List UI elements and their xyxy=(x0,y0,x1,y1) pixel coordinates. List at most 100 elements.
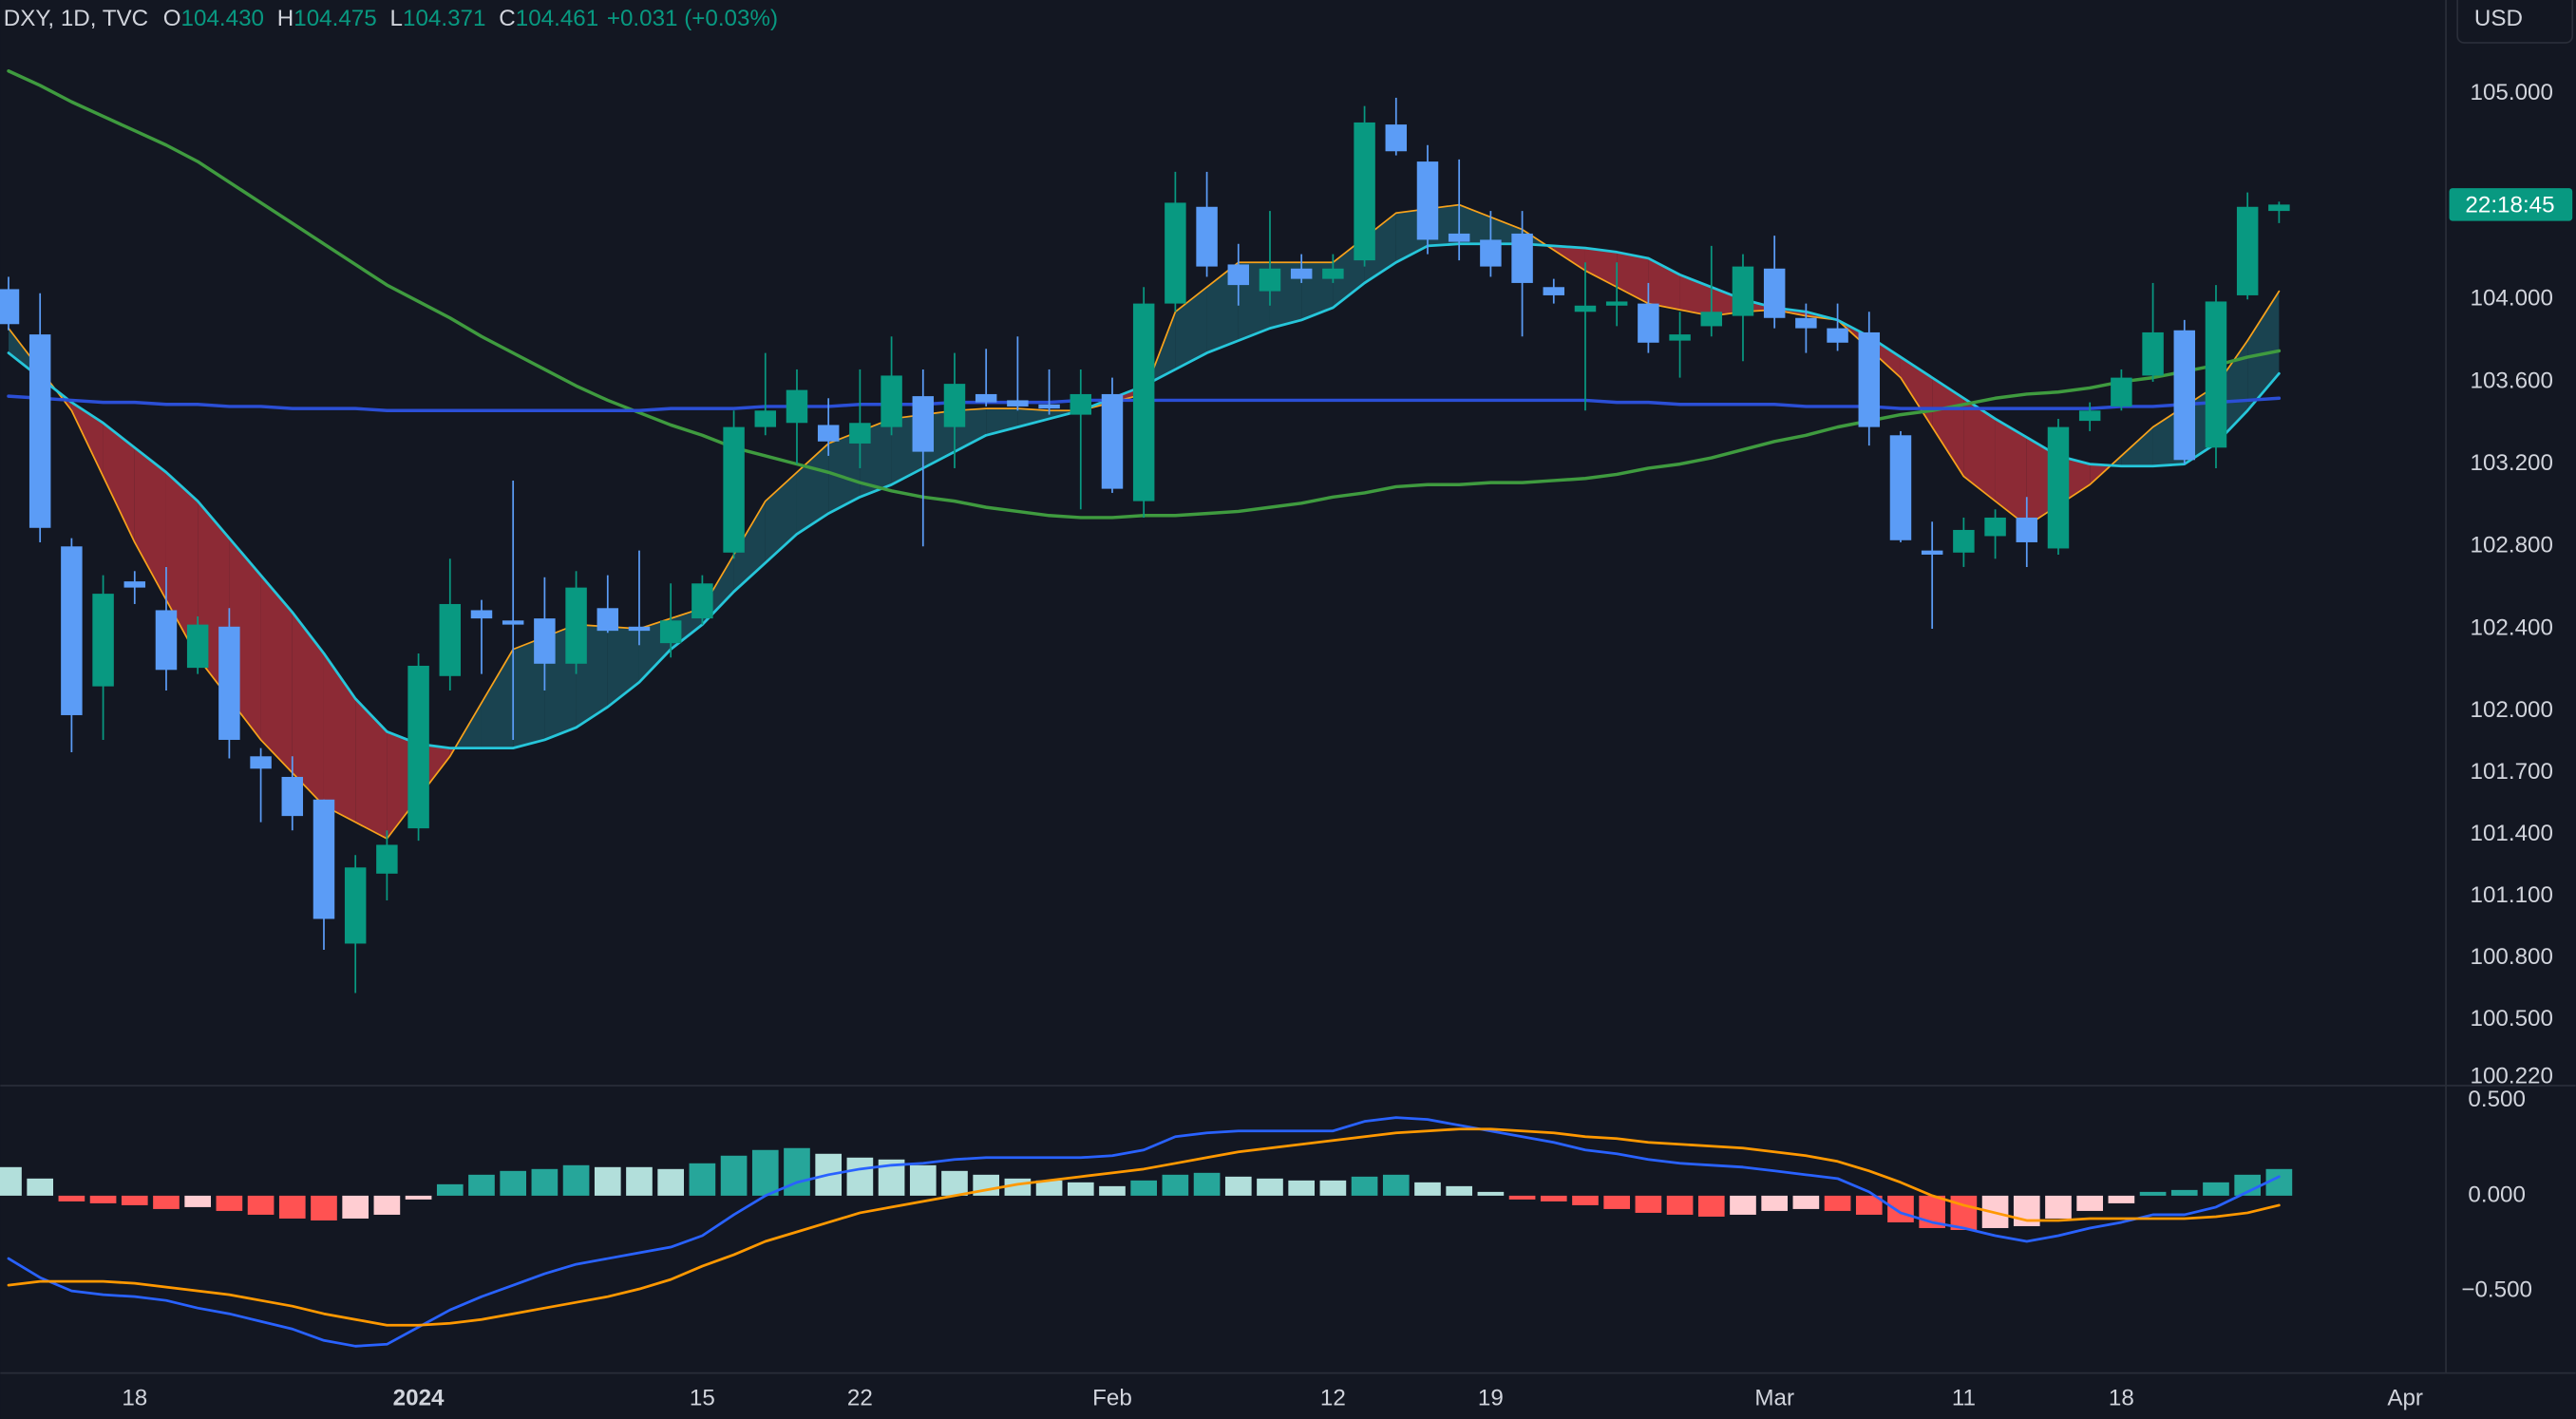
price-tick-label: 101.100 xyxy=(2471,882,2553,908)
ribbon-fill xyxy=(1175,287,1207,369)
histogram-bar xyxy=(27,1178,54,1196)
candle-body xyxy=(1007,400,1029,407)
price-change: +0.031 (+0.03%) xyxy=(607,6,778,31)
macd-layer xyxy=(0,1116,2293,1348)
histogram-bar xyxy=(2170,1189,2198,1196)
histogram-bar xyxy=(373,1195,401,1215)
ribbon-fill xyxy=(1932,377,1964,477)
ribbon-fill xyxy=(292,612,324,806)
histogram-bar xyxy=(1477,1191,1505,1196)
candles-layer xyxy=(0,97,2290,993)
ribbon-fill xyxy=(1584,248,1618,288)
currency-label[interactable]: USD xyxy=(2474,6,2523,31)
histogram-bar xyxy=(657,1168,685,1196)
candle-body xyxy=(1448,233,1470,242)
axes-layer: 105.000 104.000 103.600 103.200 102.800 102.4… xyxy=(122,80,2573,1411)
histogram-bar xyxy=(909,1164,937,1196)
candle-body xyxy=(1827,328,1848,343)
price-tick-label: 102.800 xyxy=(2471,533,2553,558)
candle-body xyxy=(1354,122,1375,261)
candle-body xyxy=(376,844,398,874)
candle-body xyxy=(849,423,871,444)
ribbon-fill xyxy=(1364,213,1396,283)
candle-body xyxy=(502,620,524,625)
candle-body xyxy=(1605,301,1628,306)
histogram-bar xyxy=(89,1195,117,1203)
ohlc-value: 104.430 xyxy=(181,6,264,31)
histogram-bar xyxy=(1540,1195,1567,1201)
histogram-bar xyxy=(531,1168,559,1196)
ribbon-fill xyxy=(1995,418,2027,526)
candle-body xyxy=(1795,317,1817,329)
legend-header: DXY, 1D, TVC O104.430 H104.475 L104.371 C104… xyxy=(4,6,778,31)
histogram-bar xyxy=(720,1155,748,1196)
histogram-bar xyxy=(1382,1174,1410,1196)
histogram-bar xyxy=(278,1195,306,1219)
ribbon-fill xyxy=(828,430,861,514)
ribbon-fill xyxy=(1963,398,1996,501)
histogram-bar xyxy=(0,1166,22,1196)
candle-body xyxy=(1290,268,1313,279)
histogram-bar xyxy=(1761,1195,1789,1211)
ribbon-fill xyxy=(103,423,135,542)
candle-body xyxy=(1921,550,1943,555)
histogram-bar xyxy=(1446,1185,1473,1196)
histogram-bar xyxy=(562,1164,590,1196)
currency-button[interactable]: USD xyxy=(2456,0,2574,44)
currency-button-frame[interactable] xyxy=(2456,0,2574,44)
candle-body xyxy=(912,396,935,452)
price-tick-label: 100.500 xyxy=(2471,1006,2553,1031)
histogram-bar xyxy=(1603,1195,1631,1209)
time-tick-label: 11 xyxy=(1952,1386,1976,1411)
time-tick-label: Apr xyxy=(2387,1386,2423,1411)
candle-body xyxy=(1669,334,1691,341)
candle-body xyxy=(1259,268,1281,292)
candle-body xyxy=(1574,305,1597,312)
histogram-bar xyxy=(58,1195,85,1201)
ohlc-label: L xyxy=(390,6,403,31)
histogram-bar xyxy=(1855,1195,1883,1215)
candle-body xyxy=(1763,268,1786,318)
candle-body xyxy=(1889,435,1912,540)
time-tick-label: Mar xyxy=(1754,1386,1794,1411)
histogram-bar xyxy=(1099,1185,1126,1196)
histogram-bar xyxy=(1193,1172,1221,1196)
price-tick-label: 104.000 xyxy=(2471,286,2553,312)
histogram-bar xyxy=(500,1170,527,1196)
time-tick-label: 22 xyxy=(847,1386,873,1411)
candle-body xyxy=(2016,517,2038,542)
ribbon-fill xyxy=(260,575,293,773)
ohlc-value: 104.461 xyxy=(516,6,598,31)
candle-body xyxy=(61,546,83,715)
histogram-bar xyxy=(1224,1176,1252,1196)
candle-body xyxy=(1543,287,1565,295)
time-tick-label: Feb xyxy=(1092,1386,1132,1411)
ohlc-label: O xyxy=(163,6,181,31)
macd-tick-label: −0.500 xyxy=(2461,1277,2532,1303)
candle-body xyxy=(975,393,997,403)
histogram-bar xyxy=(784,1147,810,1196)
candle-body xyxy=(470,610,493,619)
candle-body xyxy=(1101,393,1124,489)
histogram-bar xyxy=(594,1166,621,1196)
candle-body xyxy=(281,776,304,817)
candle-body xyxy=(2047,426,2070,549)
ohlc-label: C xyxy=(499,6,515,31)
histogram-bar xyxy=(405,1195,432,1200)
candle-body xyxy=(1385,124,1408,152)
candle-body xyxy=(407,665,429,829)
candle-body xyxy=(1070,393,1092,415)
candle-body xyxy=(1700,312,1723,327)
time-tick-label: 2024 xyxy=(393,1386,445,1411)
candle-body xyxy=(1038,404,1060,409)
ribbon-fill xyxy=(1553,245,1585,271)
ribbon-fill xyxy=(513,636,545,748)
candle-body xyxy=(2205,301,2227,448)
histogram-bar xyxy=(153,1195,180,1209)
candle-body xyxy=(2111,377,2132,407)
histogram-bar xyxy=(342,1195,369,1219)
histogram-bar xyxy=(2234,1174,2262,1196)
ribbon-fill xyxy=(2121,426,2153,466)
histogram-bar xyxy=(468,1174,495,1196)
